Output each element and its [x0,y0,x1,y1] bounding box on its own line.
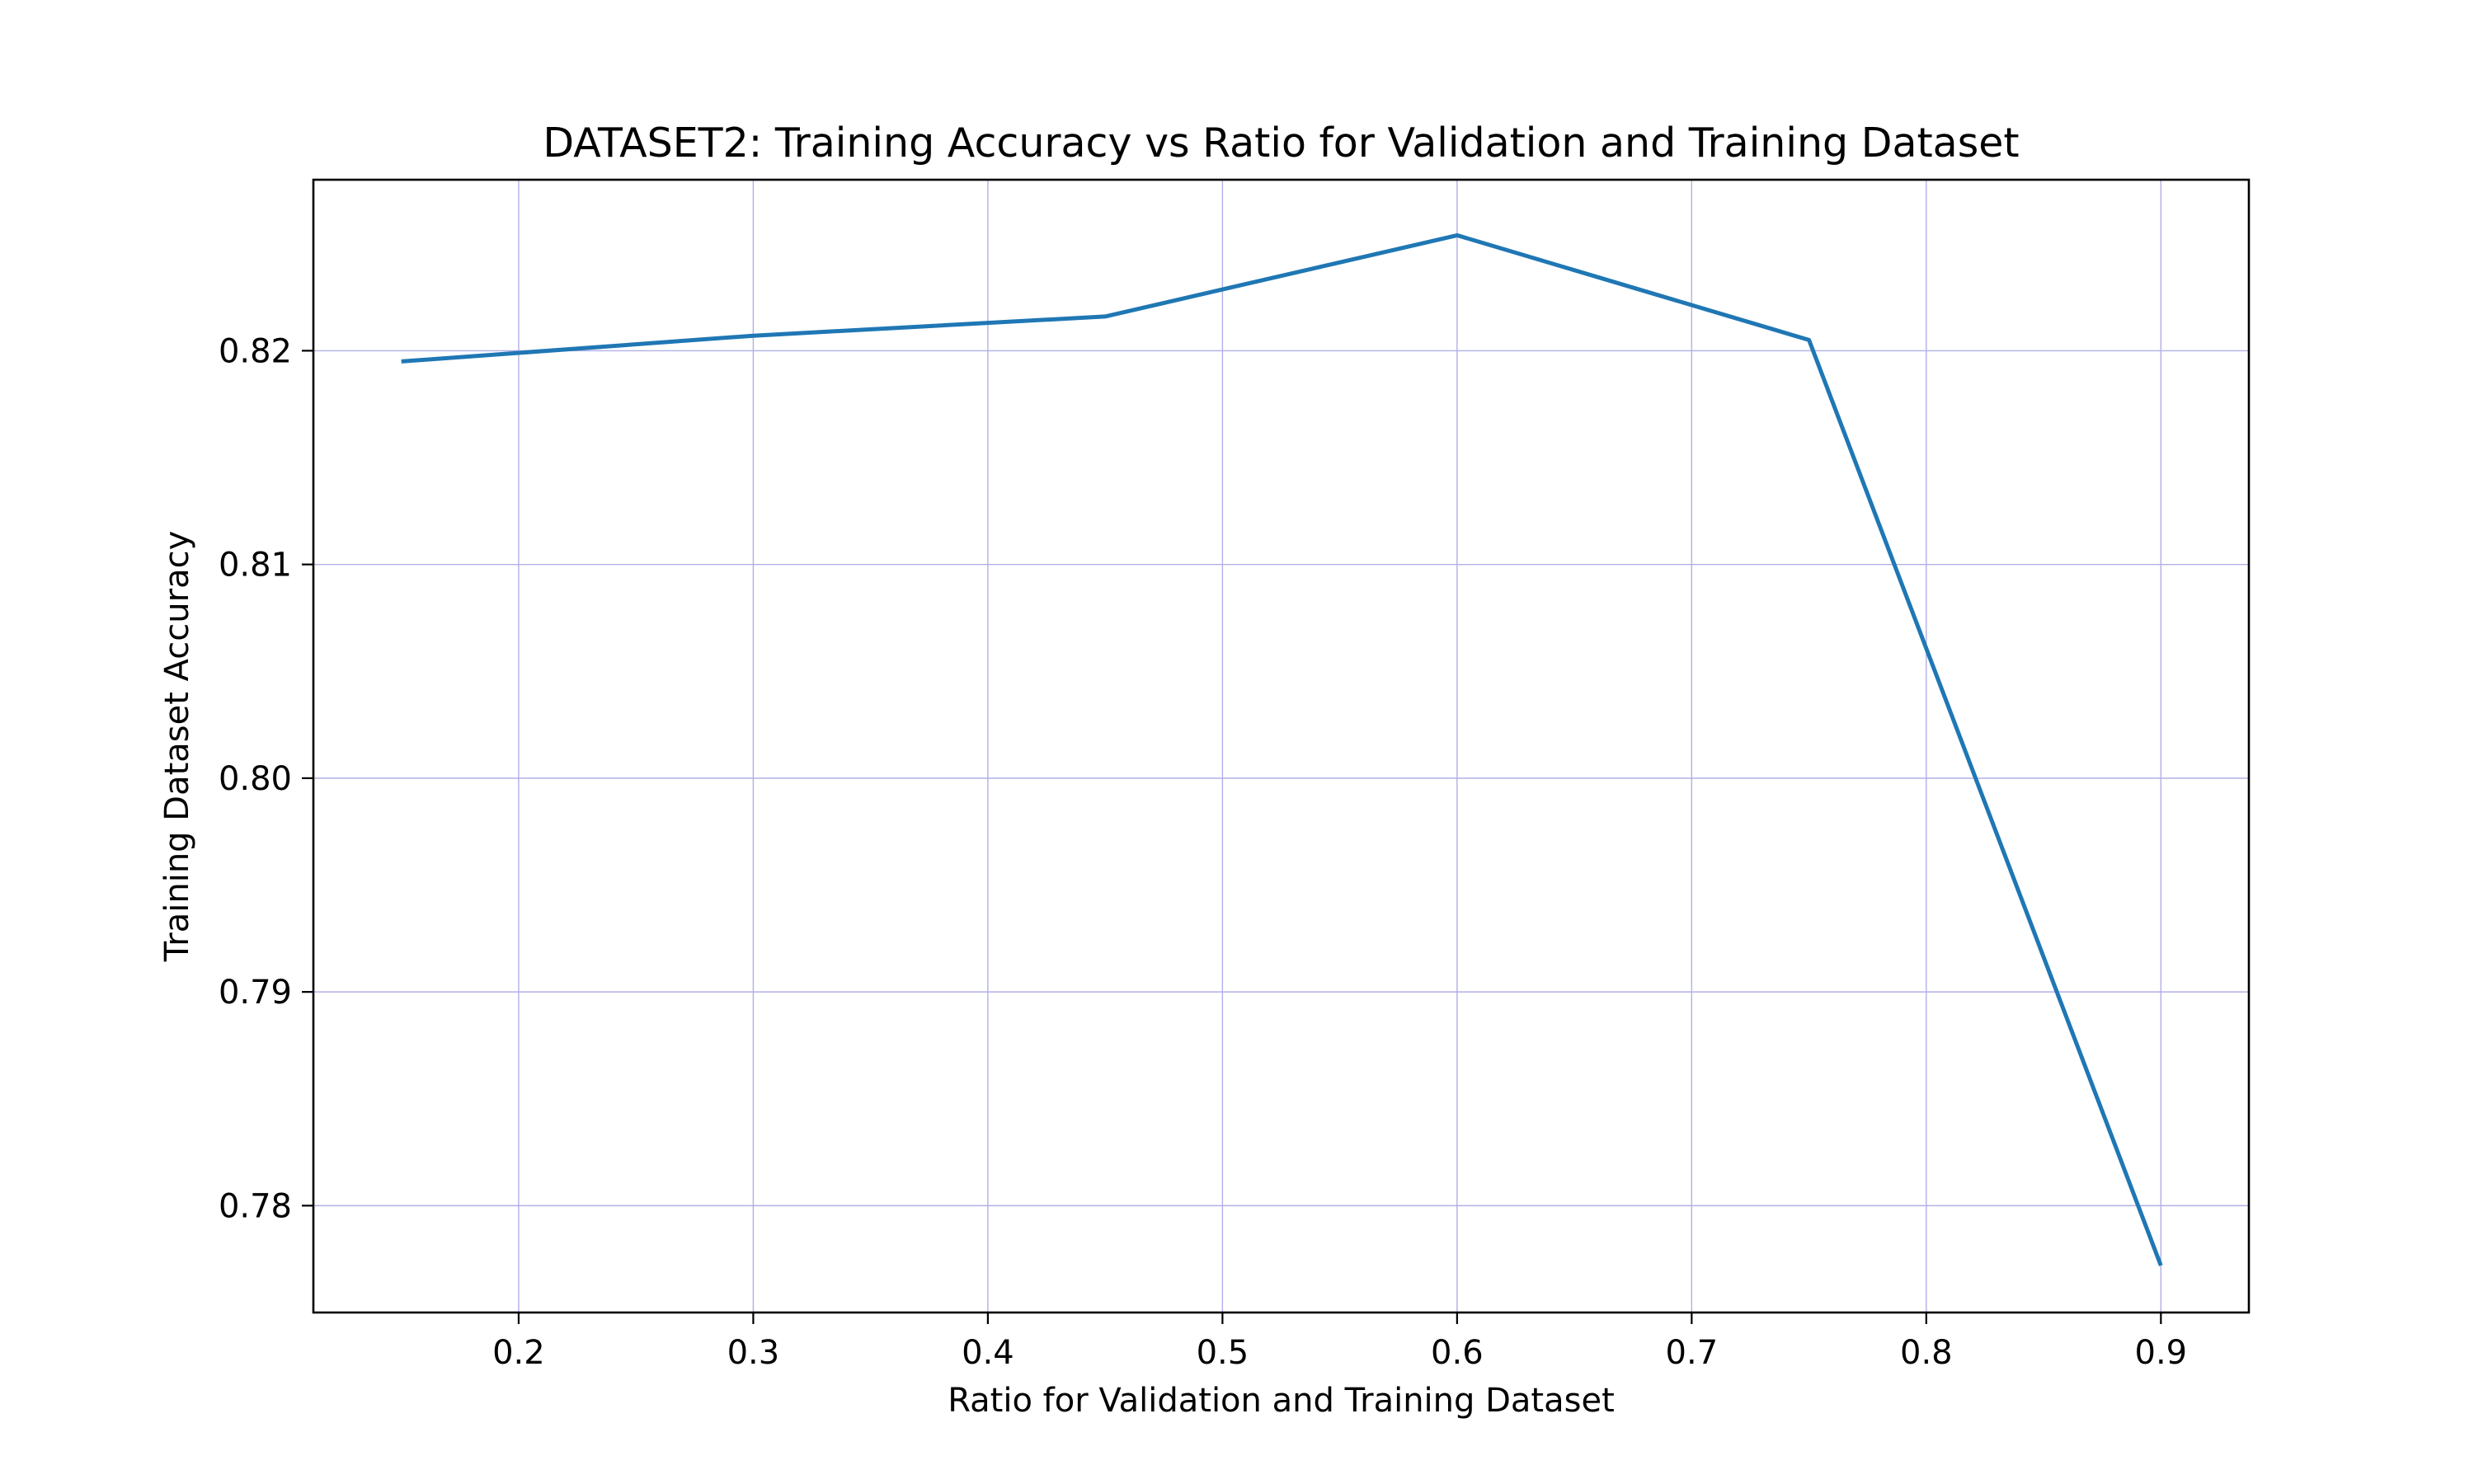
x-tick-label: 0.4 [962,1334,1014,1372]
x-tick-label: 0.7 [1666,1334,1719,1372]
y-tick-label: 0.82 [219,332,292,370]
series-line [401,232,2163,1266]
x-tick-label: 0.2 [492,1334,545,1372]
grid-lines [313,180,2249,1313]
x-axis-ticks: 0.2 0.3 0.4 0.5 0.6 0.7 0.8 0.9 [492,1313,2187,1372]
y-tick-label: 0.78 [219,1187,292,1225]
x-tick-label: 0.5 [1197,1334,1249,1372]
x-tick-label: 0.6 [1431,1334,1484,1372]
y-axis-ticks: 0.78 0.79 0.80 0.81 0.82 [219,332,313,1225]
y-tick-label: 0.79 [219,974,292,1012]
x-tick-label: 0.3 [727,1334,780,1372]
x-axis-label: Ratio for Validation and Training Datase… [948,1382,1615,1420]
x-tick-label: 0.9 [2135,1334,2188,1372]
x-tick-label: 0.8 [1900,1334,1953,1372]
chart-title: DATASET2: Training Accuracy vs Ratio for… [543,120,2019,167]
plot-area-frame [312,178,2251,1314]
y-tick-label: 0.81 [219,547,292,585]
y-tick-label: 0.80 [219,760,292,798]
series-layer [401,232,2163,1266]
y-axis-label: Training Dataset Accuracy [158,531,196,963]
